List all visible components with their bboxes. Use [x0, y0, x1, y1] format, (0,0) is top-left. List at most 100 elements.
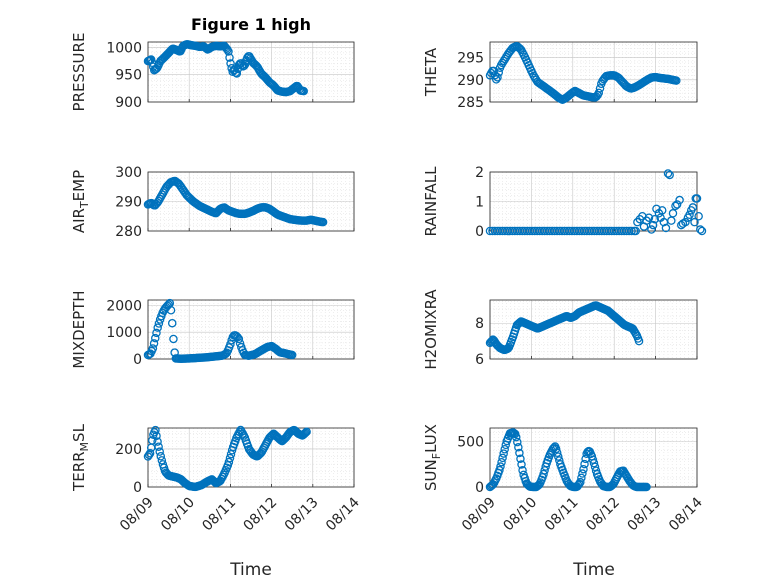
y-tick-label: 290 [115, 195, 142, 211]
x-tick-label: 08/13 [625, 495, 665, 535]
data-point [498, 453, 507, 463]
data-point [685, 210, 694, 220]
axes-frame [147, 427, 355, 488]
data-point [148, 436, 157, 445]
data-point [152, 431, 161, 441]
y-axis-label-rest: EMP [70, 170, 88, 201]
data-point [515, 448, 524, 458]
x-tick-label: 08/14 [666, 494, 706, 534]
data-point [681, 217, 690, 227]
data-point [576, 477, 585, 487]
data-point [232, 69, 242, 78]
data-point [644, 213, 654, 222]
data-point [153, 323, 162, 332]
data-point [153, 437, 162, 446]
subplot-rainfall: 0 1 2 RAINFALL [422, 165, 707, 240]
data-point [151, 425, 160, 435]
data-point [580, 459, 589, 469]
data-point [226, 339, 235, 349]
x-tick-label: 08/12 [241, 495, 281, 535]
x-tick-label: 08/09 [117, 495, 157, 535]
y-tick-label: 0 [133, 352, 142, 368]
y-tick-label: 0 [475, 224, 484, 240]
axes-frame [147, 41, 355, 103]
x-tick-label: 08/10 [158, 495, 198, 535]
x-tick-label: 08/09 [459, 495, 499, 535]
y-tick-label: 290 [457, 73, 484, 89]
data-point [302, 427, 311, 437]
data-point [169, 334, 178, 344]
data-point [513, 437, 522, 447]
y-tick-label: 950 [115, 68, 142, 84]
data-point [552, 448, 562, 458]
y-axis-label: AIRTEMP [70, 170, 91, 233]
y-tick-label: 500 [457, 435, 484, 451]
axes-frame [489, 427, 698, 488]
subplot-h2omixra: 6 8 H2OMIXRA [422, 289, 698, 370]
y-tick-label: 2000 [106, 298, 142, 314]
data-point [318, 217, 328, 227]
data-point [226, 59, 235, 68]
y-tick-label: 1000 [106, 40, 142, 56]
data-point [652, 204, 661, 214]
data-point [152, 328, 161, 338]
subplot-mixdepth: 0 1000 2000 MIXDEPTH [70, 290, 355, 369]
data-point [657, 206, 667, 215]
subplot-sun_flux: 0 500 SUNFLUX 08/09 08/10 08/11 08/12 08/13 08/1… [422, 424, 706, 534]
data-point [154, 442, 163, 451]
data-point [672, 200, 682, 209]
data-point [494, 68, 504, 77]
data-point [594, 88, 604, 98]
y-tick-label: 200 [115, 442, 142, 458]
y-tick-label: 285 [457, 95, 484, 111]
data-point [145, 449, 155, 458]
data-point [224, 47, 233, 56]
data-point [634, 336, 644, 346]
y-tick-label: 6 [475, 352, 484, 368]
data-point [149, 339, 159, 348]
data-point [675, 195, 684, 205]
subplot-terr_msl: 0 200 TERRMSL 08/09 08/10 08/11 08/12 08/13 08/1… [70, 423, 363, 534]
subplot-air_temp: 280 290 300 AIRTEMP [70, 165, 355, 240]
data-point [667, 216, 676, 225]
data-point [672, 76, 681, 85]
data-point [225, 453, 235, 463]
data-point [500, 444, 509, 454]
data-point [287, 350, 297, 360]
data-point [166, 306, 176, 315]
data-point [234, 60, 244, 70]
data-point [157, 456, 167, 465]
data-point [650, 214, 660, 224]
data-point [551, 444, 561, 454]
x-tick-label: 08/10 [500, 495, 540, 535]
data-point [589, 458, 599, 468]
data-point [577, 473, 586, 483]
data-point [156, 451, 166, 461]
data-point [234, 334, 244, 344]
y-tick-label: 1 [475, 195, 484, 211]
y-tick-label: 300 [115, 165, 142, 181]
y-tick-label: 295 [457, 51, 484, 67]
data-point [697, 226, 707, 236]
y-axis-label-subscript: F [430, 453, 443, 459]
data-point [595, 84, 605, 93]
y-tick-label: 900 [115, 95, 142, 111]
x-tick-label: 08/12 [583, 495, 623, 535]
x-tick-label: 08/11 [542, 495, 582, 535]
x-tick-label: 08/11 [199, 495, 239, 535]
data-point [301, 428, 310, 438]
data-point [495, 465, 504, 475]
data-point [627, 226, 636, 236]
data-point [554, 452, 563, 461]
data-point [512, 432, 521, 442]
data-point [590, 462, 600, 472]
data-point [155, 447, 164, 456]
y-axis-label: PRESSURE [70, 33, 88, 112]
subplot-theta: 285 290 295 THETA [422, 41, 698, 111]
y-tick-label: 0 [475, 480, 484, 496]
x-tick-label: 08/14 [323, 494, 363, 534]
data-point [688, 203, 698, 212]
data-point [228, 332, 238, 342]
x-axis-label-left: Time [229, 560, 272, 580]
